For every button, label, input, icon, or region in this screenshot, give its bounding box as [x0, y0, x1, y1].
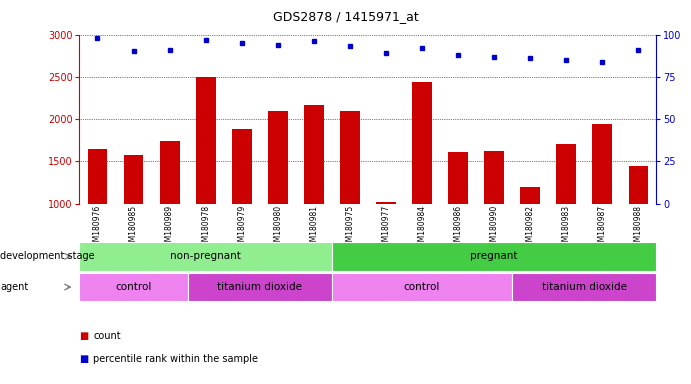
Bar [124, 156, 144, 204]
Text: ■: ■ [79, 354, 88, 364]
Bar [231, 129, 252, 204]
Bar [520, 187, 540, 204]
Bar [376, 202, 396, 204]
Bar [79, 273, 188, 301]
Bar [512, 273, 656, 301]
Text: non-pregnant: non-pregnant [170, 251, 241, 262]
Bar [332, 273, 512, 301]
Bar [484, 151, 504, 204]
Bar [448, 152, 468, 204]
Bar [160, 141, 180, 204]
Text: count: count [93, 331, 121, 341]
Text: development stage: development stage [0, 251, 95, 262]
Bar [88, 149, 107, 204]
Text: agent: agent [0, 282, 28, 292]
Bar [79, 242, 332, 271]
Text: percentile rank within the sample: percentile rank within the sample [93, 354, 258, 364]
Text: control: control [404, 282, 440, 292]
Bar [412, 82, 432, 204]
Text: GDS2878 / 1415971_at: GDS2878 / 1415971_at [273, 10, 418, 23]
Text: pregnant: pregnant [471, 251, 518, 262]
Text: titanium dioxide: titanium dioxide [542, 282, 627, 292]
Bar [268, 111, 287, 204]
Bar [332, 242, 656, 271]
Bar [340, 111, 360, 204]
Bar [592, 124, 612, 204]
Bar [629, 166, 648, 204]
Text: ■: ■ [79, 331, 88, 341]
Bar [556, 144, 576, 204]
Bar [188, 273, 332, 301]
Text: control: control [115, 282, 152, 292]
Text: titanium dioxide: titanium dioxide [217, 282, 302, 292]
Bar [196, 77, 216, 204]
Bar [304, 105, 324, 204]
